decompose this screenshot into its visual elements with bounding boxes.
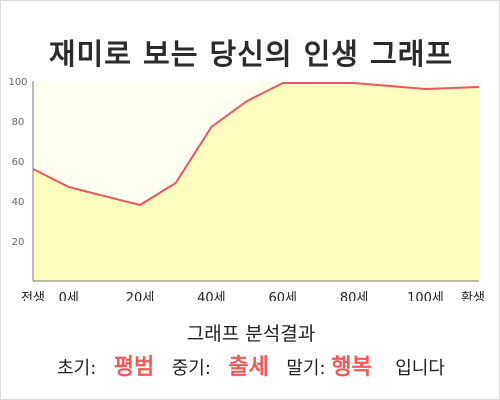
chart-title: 재미로 보는 당신의 인생 그래프 [48,37,454,71]
analysis-heading: 그래프 분석결과 [186,323,316,345]
late-label: 말기: [286,358,326,379]
x-tick-label: 20세 [126,291,155,301]
x-tick-label: 전생 [21,291,45,301]
x-tick-label: 80세 [340,291,369,301]
x-tick-label: 40세 [197,291,226,301]
late-value: 행복 [331,355,372,380]
x-tick-labels: 전생 0세 20세 40세 60세 80세 100세 환생 [21,291,485,301]
y-tick-label: 100 [8,77,27,88]
x-tick-label: 60세 [269,291,298,301]
result-suffix: 입니다 [395,358,445,379]
x-tick-label: 환생 [461,291,485,301]
life-graph-chart: 20 40 60 80 100 전생 0세 20세 40세 60세 80세 100세 환생 [8,77,485,301]
x-tick-label: 100세 [407,291,444,301]
y-tick-label: 20 [12,237,25,248]
x-tick-label: 0세 [59,291,79,301]
early-value: 평범 [113,355,155,380]
early-label: 초기: [57,358,97,379]
life-area-fill [33,83,479,281]
mid-value: 출세 [228,355,269,380]
y-tick-label: 80 [12,117,25,128]
analysis-result: 초기: 평범 중기: 출세 말기: 행복 입니다 [1,349,500,381]
mid-label: 중기: [171,358,211,379]
life-line [32,82,480,207]
y-tick-label: 60 [12,157,25,168]
y-tick-label: 40 [12,197,25,208]
y-tick-labels: 20 40 60 80 100 [8,77,27,248]
